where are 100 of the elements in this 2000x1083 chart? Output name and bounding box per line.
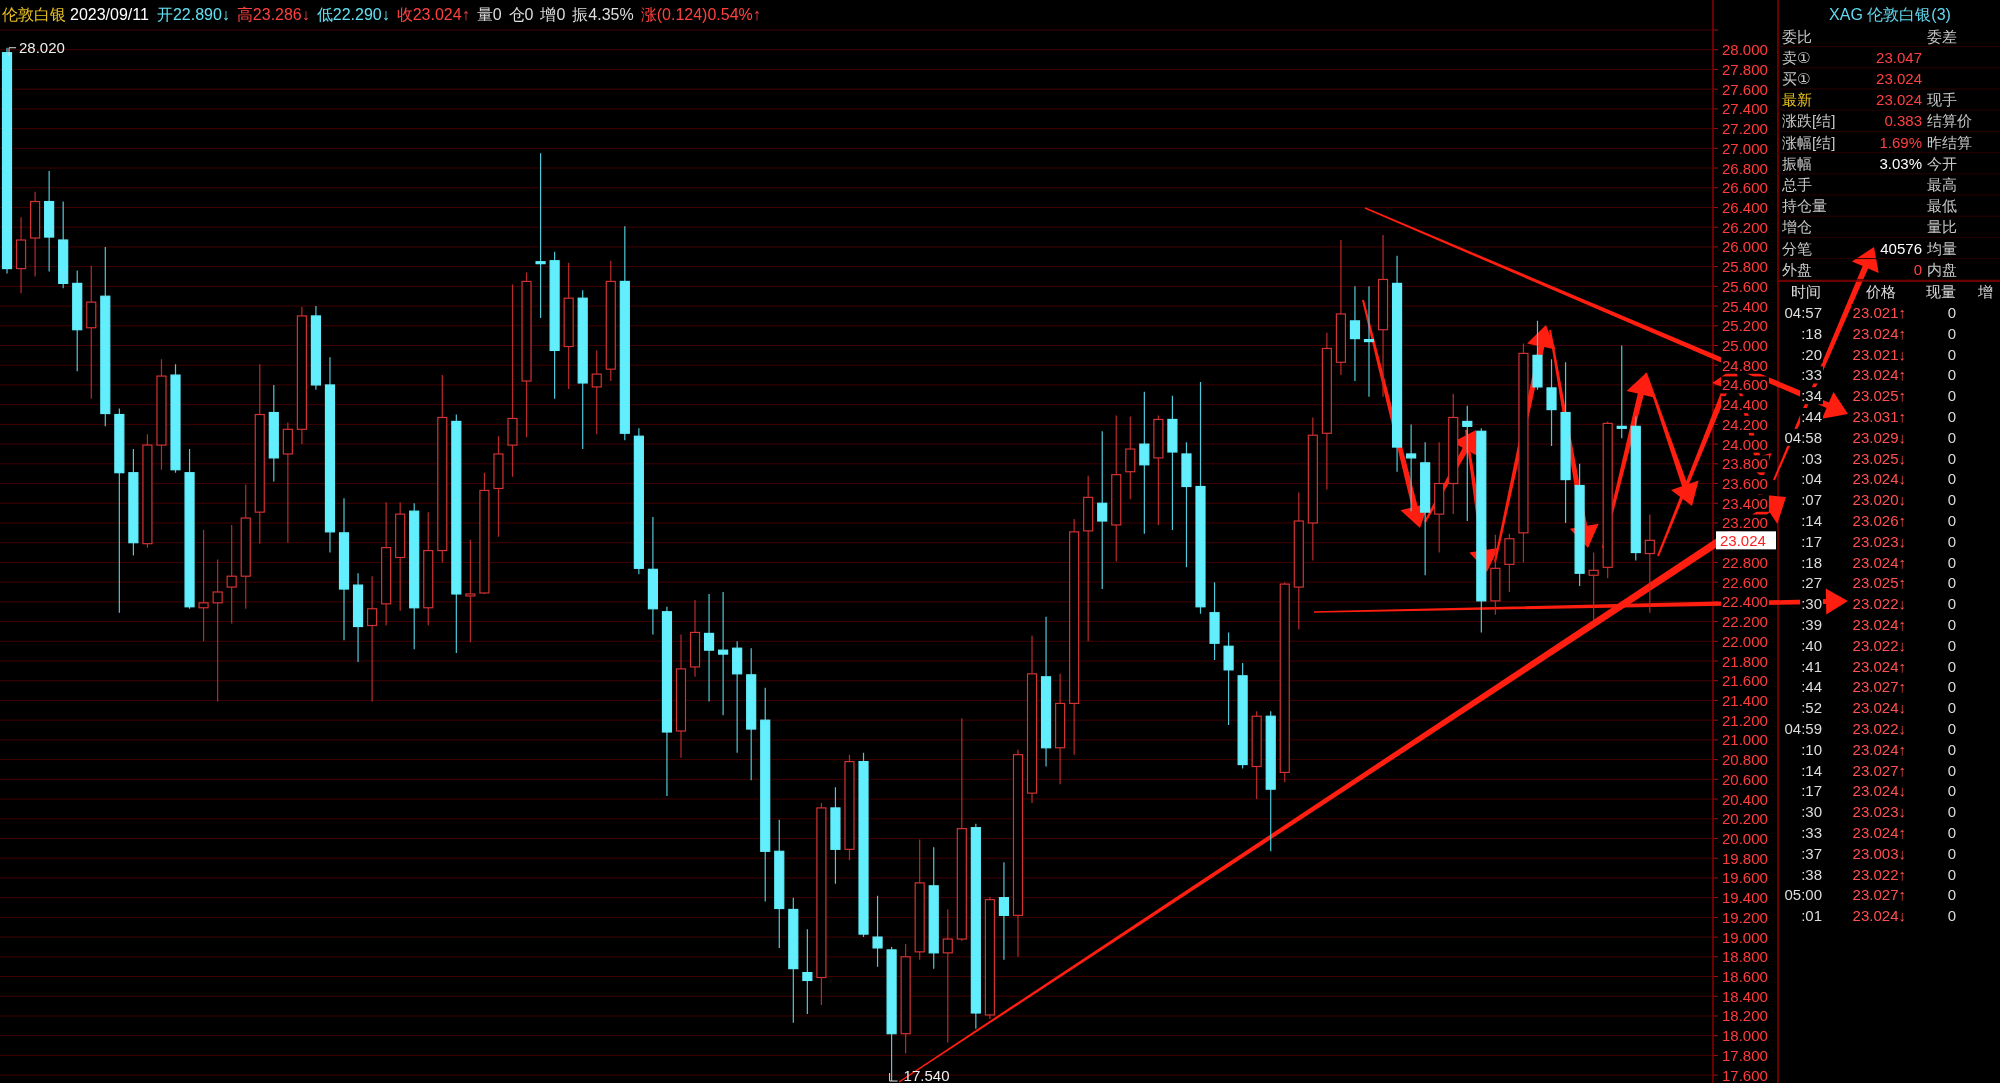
text: :40 bbox=[1801, 636, 1822, 654]
candlestick bbox=[240, 483, 251, 610]
text: 最高 bbox=[1927, 175, 1957, 193]
text: 涨跌[结] bbox=[1782, 112, 1836, 130]
text: 23.025↑ bbox=[1852, 574, 1906, 592]
candlestick bbox=[1097, 430, 1108, 590]
y-tick-label: 26.600 bbox=[1722, 179, 1768, 197]
text: 量0 bbox=[476, 5, 502, 23]
text: :17 bbox=[1801, 532, 1822, 550]
candlestick bbox=[1209, 581, 1220, 661]
candlestick bbox=[1335, 239, 1347, 376]
candlestick bbox=[100, 246, 111, 427]
candlestick bbox=[1307, 416, 1318, 562]
text: :44 bbox=[1801, 408, 1822, 425]
candlestick bbox=[605, 260, 616, 382]
y-tick-label: 22.000 bbox=[1722, 632, 1768, 650]
candlestick bbox=[1434, 441, 1445, 554]
text: 最低 bbox=[1927, 197, 1957, 215]
y-tick-label: 19.600 bbox=[1722, 869, 1768, 887]
y-tick-label: 24.200 bbox=[1722, 415, 1768, 433]
candlestick bbox=[900, 943, 911, 1055]
y-tick-label: 26.200 bbox=[1722, 218, 1768, 236]
candlestick bbox=[535, 152, 546, 319]
text: 23.024↑ bbox=[1852, 616, 1906, 633]
candlestick bbox=[970, 823, 981, 1030]
candlestick bbox=[1616, 344, 1627, 439]
text: 0 bbox=[1947, 408, 1957, 425]
y-tick-label: 25.200 bbox=[1722, 317, 1768, 335]
text: 收23.024↑ bbox=[396, 5, 470, 23]
text: 0 bbox=[1947, 636, 1957, 654]
text: 40576 bbox=[1880, 239, 1922, 257]
candlestick bbox=[72, 269, 83, 372]
candlestick bbox=[760, 687, 771, 903]
text: 外盘 bbox=[1782, 260, 1812, 278]
text: 23.027↑ bbox=[1852, 886, 1906, 904]
candlestick bbox=[212, 558, 223, 703]
candlestick bbox=[633, 427, 644, 575]
candlestick bbox=[366, 575, 378, 703]
text: 04:57 bbox=[1784, 304, 1822, 321]
text: 23.024↑ bbox=[1852, 740, 1906, 758]
candlestick bbox=[718, 591, 729, 716]
text: 23.022↓ bbox=[1852, 720, 1906, 737]
candlestick bbox=[296, 306, 307, 445]
text: 持仓量 bbox=[1782, 197, 1827, 215]
candlestick bbox=[1588, 551, 1599, 622]
y-tick-label: 26.400 bbox=[1722, 198, 1768, 216]
y-tick-label: 25.400 bbox=[1722, 297, 1768, 315]
candlestick bbox=[338, 497, 350, 641]
text: 总手 bbox=[1781, 175, 1812, 193]
candlestick bbox=[184, 448, 195, 610]
text: 增仓 bbox=[1781, 218, 1812, 236]
text: 卖① bbox=[1782, 48, 1811, 66]
candlestick bbox=[1391, 255, 1403, 473]
y-tick-label: 23.800 bbox=[1722, 455, 1768, 473]
text: 23.024↑ bbox=[1852, 553, 1906, 571]
text: 0 bbox=[1947, 595, 1957, 613]
y-tick-label: 17.800 bbox=[1722, 1046, 1768, 1064]
text: 0 bbox=[1947, 491, 1957, 509]
text: 现量 bbox=[1926, 282, 1956, 300]
text: 0 bbox=[1947, 657, 1957, 675]
text: 价格 bbox=[1865, 282, 1896, 300]
y-tick-label: 21.000 bbox=[1722, 731, 1768, 749]
y-tick-label: 25.000 bbox=[1722, 337, 1768, 355]
text: 05:00 bbox=[1784, 886, 1822, 904]
text: 开22.890↓ bbox=[156, 5, 230, 23]
candlestick bbox=[282, 421, 293, 544]
candlestick bbox=[451, 413, 462, 654]
candlestick bbox=[619, 225, 630, 441]
text: 23.020↓ bbox=[1852, 491, 1906, 509]
text: 0 bbox=[1947, 803, 1957, 821]
candlestick bbox=[1012, 749, 1024, 958]
candlestick bbox=[1040, 616, 1052, 768]
text: 增 bbox=[1976, 282, 1993, 300]
candlestick bbox=[1518, 342, 1529, 564]
y-tick-label: 22.600 bbox=[1722, 573, 1768, 591]
candlestick bbox=[788, 897, 799, 1024]
text: 0 bbox=[1947, 428, 1957, 446]
text: 23.021↓ bbox=[1852, 345, 1906, 363]
text: 0 bbox=[1947, 886, 1957, 904]
y-tick-label: 17.600 bbox=[1722, 1066, 1768, 1083]
text: 0 bbox=[1947, 844, 1957, 862]
candlestick bbox=[886, 946, 897, 1082]
text: 23.021↑ bbox=[1852, 304, 1906, 321]
text: 委比 bbox=[1782, 27, 1812, 45]
y-tick-label: 27.400 bbox=[1722, 100, 1768, 118]
text: :52 bbox=[1801, 699, 1822, 717]
text: :30 bbox=[1801, 803, 1822, 821]
candlestick bbox=[1644, 513, 1655, 614]
candlestick bbox=[1125, 415, 1136, 500]
y-tick-label: 18.800 bbox=[1722, 948, 1768, 966]
y-tick-label: 22.400 bbox=[1722, 593, 1768, 611]
candlestick bbox=[1054, 673, 1066, 785]
candlestick bbox=[1167, 395, 1178, 531]
text: 0 bbox=[1947, 532, 1957, 550]
candlestick bbox=[114, 408, 125, 614]
text: 0 bbox=[1947, 512, 1957, 529]
candlestick bbox=[30, 191, 41, 278]
candlestick bbox=[563, 262, 574, 390]
text: 23.024↑ bbox=[1852, 824, 1906, 841]
candlestick bbox=[1504, 533, 1515, 593]
